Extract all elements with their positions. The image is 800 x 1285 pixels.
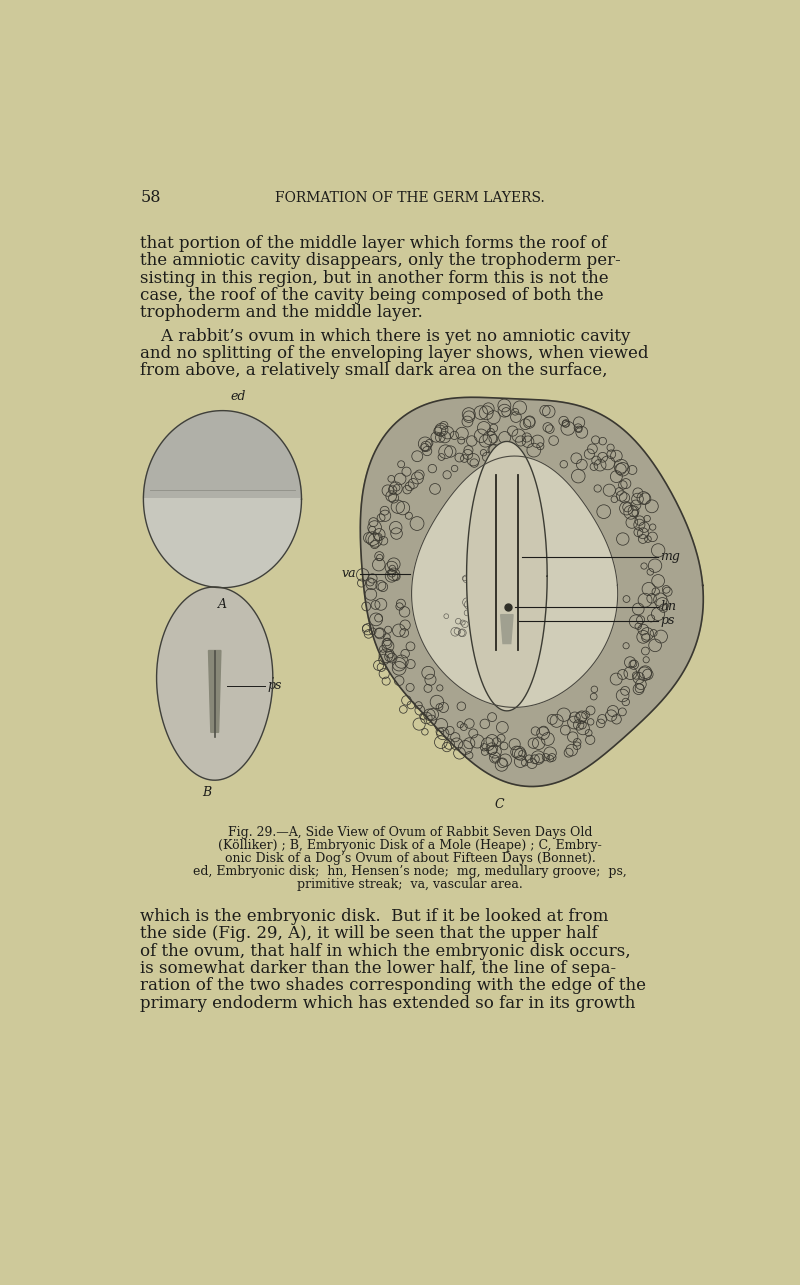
Text: A: A	[218, 599, 227, 612]
Polygon shape	[143, 411, 302, 499]
Text: 58: 58	[140, 189, 161, 206]
Polygon shape	[209, 650, 221, 732]
Text: ps: ps	[660, 614, 674, 627]
Text: B: B	[202, 785, 211, 798]
Text: A rabbit’s ovum in which there is yet no amniotic cavity: A rabbit’s ovum in which there is yet no…	[140, 328, 630, 344]
Text: ed: ed	[230, 389, 246, 403]
Text: of the ovum, that half in which the embryonic disk occurs,: of the ovum, that half in which the embr…	[140, 943, 631, 960]
Text: and no splitting of the enveloping layer shows, when viewed: and no splitting of the enveloping layer…	[140, 346, 649, 362]
Text: from above, a relatively small dark area on the surface,: from above, a relatively small dark area…	[140, 362, 608, 379]
Text: that portion of the middle layer which forms the roof of: that portion of the middle layer which f…	[140, 235, 607, 252]
Text: mg: mg	[660, 550, 680, 563]
Text: (Kölliker) ; B, Embryonic Disk of a Mole (Heape) ; C, Embry-: (Kölliker) ; B, Embryonic Disk of a Mole…	[218, 839, 602, 852]
Polygon shape	[143, 499, 302, 587]
Text: ed, Embryonic disk;  hn, Hensen’s node;  mg, medullary groove;  ps,: ed, Embryonic disk; hn, Hensen’s node; m…	[193, 865, 627, 878]
Text: case, the roof of the cavity being composed of both the: case, the roof of the cavity being compo…	[140, 287, 604, 305]
Text: primitive streak;  va, vascular area.: primitive streak; va, vascular area.	[297, 878, 523, 891]
Text: onic Disk of a Dog’s Ovum of about Fifteen Days (Bonnet).: onic Disk of a Dog’s Ovum of about Fifte…	[225, 852, 595, 865]
Text: Fig. 29.—A, Side View of Ovum of Rabbit Seven Days Old: Fig. 29.—A, Side View of Ovum of Rabbit …	[228, 826, 592, 839]
Text: which is the embryonic disk.  But if it be looked at from: which is the embryonic disk. But if it b…	[140, 908, 609, 925]
Polygon shape	[360, 397, 703, 786]
Text: the side (Fig. 29, A), it will be seen that the upper half: the side (Fig. 29, A), it will be seen t…	[140, 925, 598, 942]
Text: ps: ps	[267, 678, 282, 693]
Text: sisting in this region, but in another form this is not the: sisting in this region, but in another f…	[140, 270, 609, 287]
Polygon shape	[157, 587, 273, 780]
Text: va: va	[341, 568, 356, 581]
Text: trophoderm and the middle layer.: trophoderm and the middle layer.	[140, 305, 423, 321]
Polygon shape	[411, 456, 618, 707]
Text: ration of the two shades corresponding with the edge of the: ration of the two shades corresponding w…	[140, 978, 646, 995]
Text: the amniotic cavity disappears, only the trophoderm per-: the amniotic cavity disappears, only the…	[140, 252, 621, 270]
Text: FORMATION OF THE GERM LAYERS.: FORMATION OF THE GERM LAYERS.	[275, 191, 545, 204]
Polygon shape	[501, 614, 513, 644]
Polygon shape	[466, 442, 547, 711]
Text: is somewhat darker than the lower half, the line of sepa-: is somewhat darker than the lower half, …	[140, 960, 617, 977]
Text: hn: hn	[660, 600, 676, 613]
Text: C: C	[494, 798, 504, 811]
Text: primary endoderm which has extended so far in its growth: primary endoderm which has extended so f…	[140, 995, 636, 1011]
